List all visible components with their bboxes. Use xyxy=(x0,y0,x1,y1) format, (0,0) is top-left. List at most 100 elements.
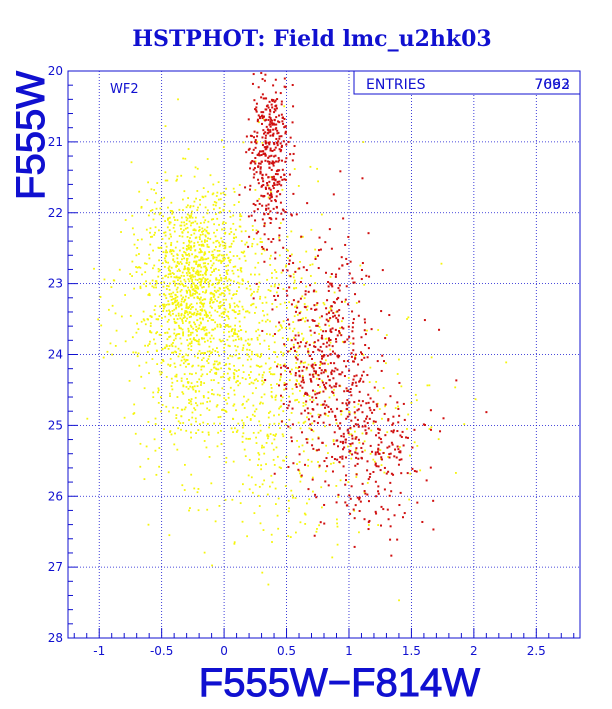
data-point xyxy=(222,221,225,224)
data-point xyxy=(259,356,261,359)
data-point xyxy=(255,229,258,232)
data-point xyxy=(354,437,357,440)
data-point xyxy=(188,216,191,219)
data-point xyxy=(250,337,253,340)
data-point xyxy=(327,311,330,314)
data-point xyxy=(157,391,159,394)
data-point xyxy=(194,278,197,281)
data-point xyxy=(277,329,280,332)
data-point xyxy=(258,321,261,324)
data-point xyxy=(275,306,278,308)
data-point xyxy=(207,391,210,394)
data-point xyxy=(279,378,282,381)
data-point xyxy=(298,382,300,385)
data-point xyxy=(237,305,240,308)
data-point xyxy=(183,316,186,318)
data-point xyxy=(323,362,326,365)
data-point xyxy=(251,82,254,85)
data-point xyxy=(299,521,302,524)
data-point xyxy=(254,162,257,165)
data-point xyxy=(190,473,193,476)
data-point xyxy=(261,176,264,179)
data-point xyxy=(273,108,276,111)
data-point xyxy=(269,410,272,413)
data-point xyxy=(297,401,300,404)
data-point xyxy=(248,458,251,461)
data-point xyxy=(305,250,308,253)
data-point xyxy=(398,414,401,417)
data-point xyxy=(231,309,234,312)
data-point xyxy=(288,350,291,352)
data-point xyxy=(374,453,377,456)
data-point xyxy=(266,145,269,148)
data-point xyxy=(327,281,330,284)
data-point xyxy=(274,179,277,182)
data-point xyxy=(288,400,291,403)
data-point xyxy=(103,278,106,281)
data-point xyxy=(329,341,332,344)
data-point xyxy=(316,421,319,424)
data-point xyxy=(258,281,261,284)
data-point xyxy=(278,422,280,425)
data-point xyxy=(272,132,275,135)
data-point xyxy=(363,329,366,332)
data-point xyxy=(304,316,307,319)
data-point xyxy=(354,464,357,467)
data-point xyxy=(138,190,141,193)
data-point xyxy=(186,274,189,277)
data-point xyxy=(251,350,253,353)
data-point xyxy=(167,318,170,321)
data-point xyxy=(397,405,399,408)
data-point xyxy=(136,355,139,358)
data-point xyxy=(170,298,173,301)
data-point xyxy=(168,222,171,225)
data-point xyxy=(336,407,339,410)
data-point xyxy=(300,360,303,363)
data-point xyxy=(179,364,182,367)
data-point xyxy=(206,269,209,271)
data-point xyxy=(333,362,336,365)
data-point xyxy=(192,282,195,285)
data-point xyxy=(181,320,184,323)
data-point xyxy=(295,362,298,364)
data-point xyxy=(309,378,312,381)
data-point xyxy=(245,151,248,154)
data-point xyxy=(277,131,280,134)
data-point xyxy=(303,512,306,515)
data-point xyxy=(316,449,319,452)
data-point xyxy=(241,483,244,486)
data-point xyxy=(294,270,297,273)
data-point xyxy=(169,365,171,367)
data-point xyxy=(300,318,303,321)
data-point xyxy=(169,250,171,253)
data-point xyxy=(281,337,284,339)
data-point xyxy=(228,233,231,235)
data-point xyxy=(242,141,245,144)
data-point xyxy=(415,399,418,402)
data-point xyxy=(256,118,259,121)
data-point xyxy=(270,103,273,106)
data-point xyxy=(260,150,263,153)
data-point xyxy=(179,280,182,283)
data-point xyxy=(257,464,259,467)
data-point xyxy=(180,224,183,227)
data-point xyxy=(204,326,207,329)
data-point xyxy=(235,236,238,239)
data-point xyxy=(269,257,271,260)
data-point xyxy=(142,282,145,285)
data-point xyxy=(187,306,189,309)
data-point xyxy=(140,375,143,378)
data-point xyxy=(165,375,168,378)
data-point xyxy=(222,302,225,305)
data-point xyxy=(168,237,171,240)
data-point xyxy=(233,233,236,236)
data-point xyxy=(164,305,166,308)
data-point xyxy=(310,379,313,382)
data-point xyxy=(190,222,193,224)
data-point xyxy=(170,385,173,388)
data-point xyxy=(415,470,418,473)
data-point xyxy=(429,428,432,431)
data-point xyxy=(174,297,176,300)
